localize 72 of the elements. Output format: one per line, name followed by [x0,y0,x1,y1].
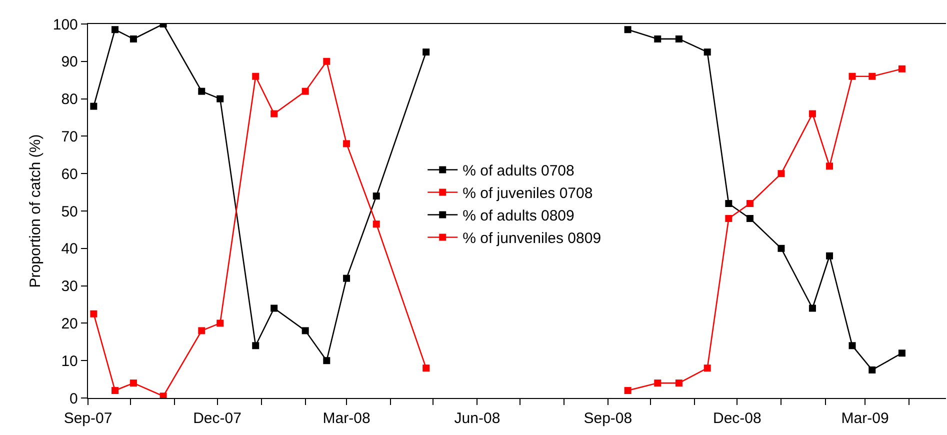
point [675,35,682,42]
point [898,65,906,72]
point [323,357,330,364]
point [270,304,278,312]
point [624,26,632,34]
point [704,48,711,56]
point [216,95,224,102]
x-tick-label: Sep-08 [584,410,632,428]
point [848,72,856,80]
point [302,88,309,95]
legend-label: % of junveniles 0809 [462,230,602,248]
y-tick-label: 70 [61,128,78,146]
x-tick-label: Jun-08 [454,410,500,428]
x-tick-label: Mar-08 [322,410,370,428]
point [848,342,856,350]
point [270,110,278,118]
x-tick-label: Dec-07 [193,410,242,428]
point [90,102,98,110]
point [343,274,350,282]
point [160,392,167,398]
point [111,26,118,34]
legend-label: % of juveniles 0708 [462,185,593,202]
point [302,327,309,334]
point [778,170,785,178]
point [704,364,711,372]
point [746,214,754,222]
x-tick-label: Sep-07 [64,410,112,428]
legend-label: % of adults 0809 [462,208,574,225]
y-tick-label: 10 [61,352,78,370]
legend-label: % of adults 0708 [462,162,574,180]
x-tick-label: Mar-09 [841,410,889,428]
point [826,252,834,260]
y-tick-label: 90 [61,54,78,71]
point [826,162,834,170]
point [90,310,98,318]
y-tick-label: 40 [61,240,78,258]
point [422,364,430,372]
y-tick-label: 0 [70,390,78,408]
point [252,342,260,350]
point [778,244,785,252]
point [422,48,430,56]
point [725,200,732,208]
x-tick-label: Dec-08 [713,410,762,428]
point [323,58,330,65]
y-tick-label: 50 [61,203,78,220]
point [675,380,682,387]
y-axis-title: Proportion of catch (%) [27,134,44,288]
point [868,72,876,80]
point [252,72,260,80]
point [654,380,662,387]
point [372,192,380,200]
point [130,35,137,42]
point [654,35,662,42]
point [868,366,876,374]
y-tick-label: 80 [61,91,78,108]
y-tick-label: 60 [61,166,78,183]
point [624,387,632,394]
point [111,387,118,394]
point [808,304,816,312]
point [746,200,754,208]
point [216,320,224,327]
point [725,214,732,222]
y-tick-label: 20 [61,315,78,332]
point [198,327,206,334]
point [198,88,206,95]
point [808,110,816,118]
y-tick-label: 30 [61,278,78,296]
point [130,380,137,387]
y-tick-label: 100 [52,16,78,34]
point [372,220,380,228]
point [343,140,350,148]
point [898,350,906,357]
